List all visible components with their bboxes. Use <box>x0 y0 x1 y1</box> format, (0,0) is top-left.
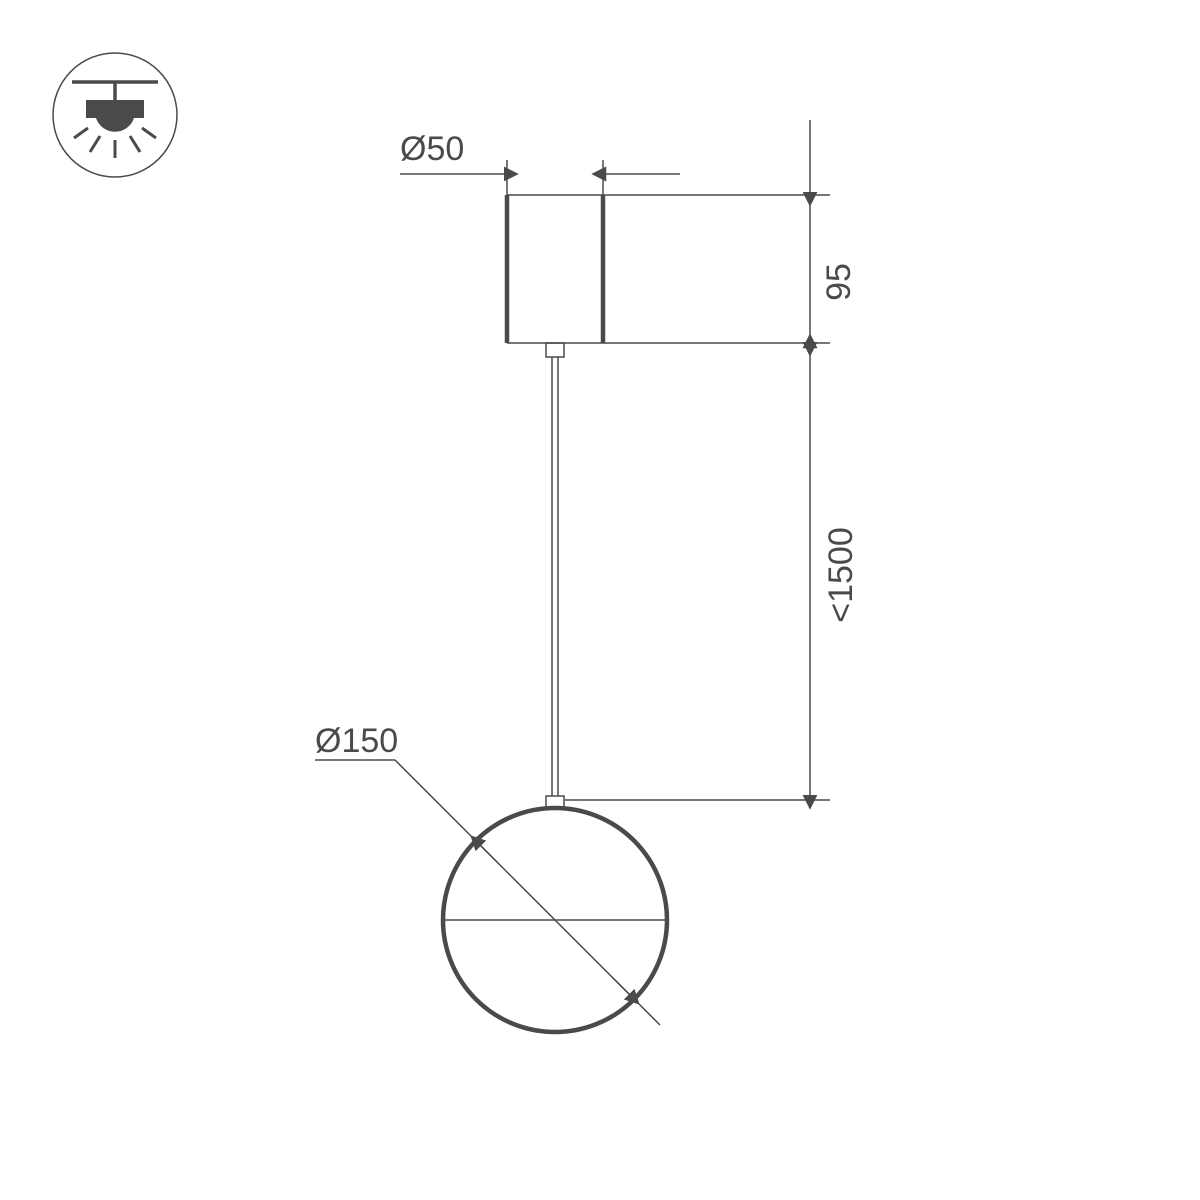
dim-mount-diameter: Ø50 <box>400 130 680 195</box>
dim-cable-length: <1500 <box>565 347 860 800</box>
dim-globe-diameter: Ø150 <box>315 722 660 1025</box>
ceiling-mount <box>507 195 603 343</box>
dim-mount-diameter-label: Ø50 <box>400 130 464 168</box>
dim-mount-height-label: 95 <box>820 263 858 301</box>
mount-connector <box>546 343 564 357</box>
mount-type-icon <box>53 53 177 177</box>
pendant-cable <box>552 357 558 796</box>
dim-globe-diameter-label: Ø150 <box>315 722 398 760</box>
dim-cable-length-label: <1500 <box>822 527 860 623</box>
dim-mount-height: 95 <box>603 120 858 343</box>
technical-drawing: Ø50 95 <1500 Ø150 <box>0 0 1200 1200</box>
